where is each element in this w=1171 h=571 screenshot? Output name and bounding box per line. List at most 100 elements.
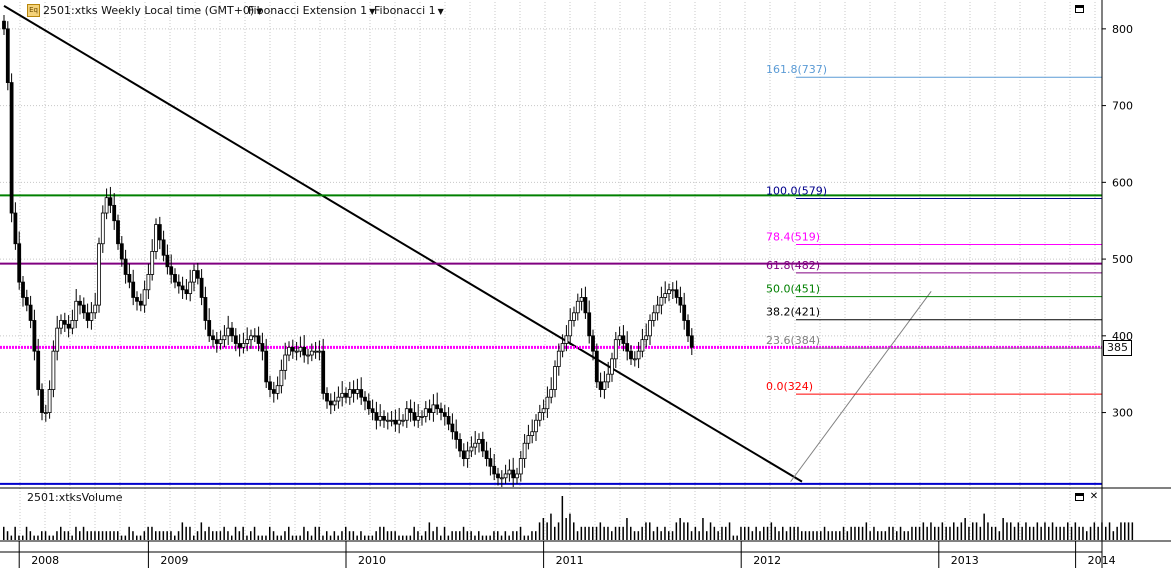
candle-body xyxy=(93,304,98,314)
candle-body xyxy=(230,327,234,337)
volume-bar xyxy=(120,535,123,540)
volume-bar xyxy=(930,522,932,540)
candle-body xyxy=(325,392,329,402)
candle-body xyxy=(283,354,288,371)
candle-body xyxy=(575,300,580,314)
volume-bar xyxy=(778,531,780,540)
study-fibonacci-extension[interactable]: Fibonacci Extension 1 ▼ xyxy=(248,4,376,17)
volume-bar xyxy=(994,526,997,540)
chart-title[interactable]: 2501:xtks Weekly Local time (GMT+0) ▼ xyxy=(43,4,263,17)
volume-bar xyxy=(56,531,58,540)
fibonacci-swing-line xyxy=(790,291,932,482)
volume-bar xyxy=(1059,526,1061,540)
fibonacci-level-label: 0.0(324) xyxy=(766,380,813,393)
close-volume-icon[interactable]: ✕ xyxy=(1089,491,1099,502)
volume-bar xyxy=(1044,522,1046,540)
chevron-down-icon[interactable]: ▼ xyxy=(369,7,376,16)
volume-bar xyxy=(1010,522,1012,540)
volume-bar xyxy=(725,526,727,540)
volume-bar xyxy=(1002,518,1004,540)
volume-bar xyxy=(14,526,16,540)
volume-bar xyxy=(565,518,567,540)
maximize-volume-icon[interactable] xyxy=(1075,493,1084,501)
volume-bar xyxy=(972,522,974,540)
volume-bar xyxy=(253,526,256,540)
volume-bar xyxy=(470,531,472,540)
volume-bar xyxy=(1067,522,1069,540)
volume-bar xyxy=(755,526,757,540)
volume-bar xyxy=(702,518,704,540)
chart-badge-icon[interactable]: Eq xyxy=(27,4,40,17)
last-price-tag: 385 xyxy=(1103,340,1132,356)
volume-bar xyxy=(907,531,909,540)
volume-bar xyxy=(417,531,419,540)
candle-body xyxy=(332,400,337,406)
volume-bar xyxy=(687,522,689,540)
candle-body xyxy=(632,358,637,361)
candle-body xyxy=(651,312,656,321)
chevron-down-icon[interactable]: ▼ xyxy=(256,7,263,16)
volume-bar xyxy=(398,535,400,540)
volume-bar xyxy=(447,535,450,540)
volume-bar xyxy=(10,535,13,540)
volume-bar xyxy=(424,531,427,540)
volume-bar xyxy=(6,531,9,540)
fibonacci-level-label: 78.4(519) xyxy=(766,231,820,244)
volume-bar xyxy=(101,531,104,540)
chevron-down-icon[interactable]: ▼ xyxy=(437,7,444,16)
candle-body xyxy=(344,392,348,398)
candle-body xyxy=(492,465,497,475)
candle-body xyxy=(591,335,595,352)
candle-body xyxy=(480,439,485,452)
volume-panel-title: 2501:xtksVolume xyxy=(27,491,123,504)
candle-body xyxy=(648,320,652,337)
volume-bar xyxy=(322,535,324,540)
volume-bar xyxy=(964,518,966,540)
volume-bar xyxy=(234,526,237,540)
candle-body xyxy=(28,304,33,321)
candle-body xyxy=(55,327,60,352)
volume-bar xyxy=(911,526,913,540)
candle-body xyxy=(154,224,158,252)
volume-bar xyxy=(493,531,495,540)
candle-body xyxy=(682,304,687,321)
candle-body xyxy=(287,346,291,356)
volume-bar xyxy=(645,522,647,540)
volume-bar xyxy=(295,535,298,540)
candle-body xyxy=(89,312,94,321)
volume-bar xyxy=(611,531,613,540)
candle-body xyxy=(43,412,48,414)
maximize-panel-icon[interactable] xyxy=(1075,5,1084,13)
volume-bar xyxy=(314,526,317,540)
candle-body xyxy=(74,300,79,321)
study-fibonacci[interactable]: Fibonacci 1 ▼ xyxy=(374,4,444,17)
volume-bar xyxy=(466,531,469,540)
candle-body xyxy=(537,412,542,421)
volume-bar xyxy=(1108,522,1111,540)
volume-bar xyxy=(455,531,457,540)
volume-bar xyxy=(649,522,651,540)
volume-bar xyxy=(155,531,157,540)
volume-bar xyxy=(443,526,446,540)
volume-bar xyxy=(721,526,723,540)
volume-bar xyxy=(618,526,621,540)
volume-bar xyxy=(462,526,465,540)
volume-bar xyxy=(481,535,484,540)
volume-bar xyxy=(394,531,396,540)
candle-body xyxy=(454,431,459,440)
volume-bar xyxy=(979,526,982,540)
volume-bar xyxy=(1127,522,1130,540)
candle-body xyxy=(526,435,531,444)
x-tick-label: 2010 xyxy=(358,554,386,567)
candle-body xyxy=(541,408,546,413)
volume-bar xyxy=(660,531,662,540)
volume-bar xyxy=(71,535,73,540)
y-tick-label: 600 xyxy=(1112,176,1133,189)
candle-body xyxy=(104,197,109,214)
volume-bar xyxy=(1006,522,1008,540)
candle-body xyxy=(477,439,481,444)
volume-bar xyxy=(337,535,339,540)
volume-bar xyxy=(1029,526,1031,540)
